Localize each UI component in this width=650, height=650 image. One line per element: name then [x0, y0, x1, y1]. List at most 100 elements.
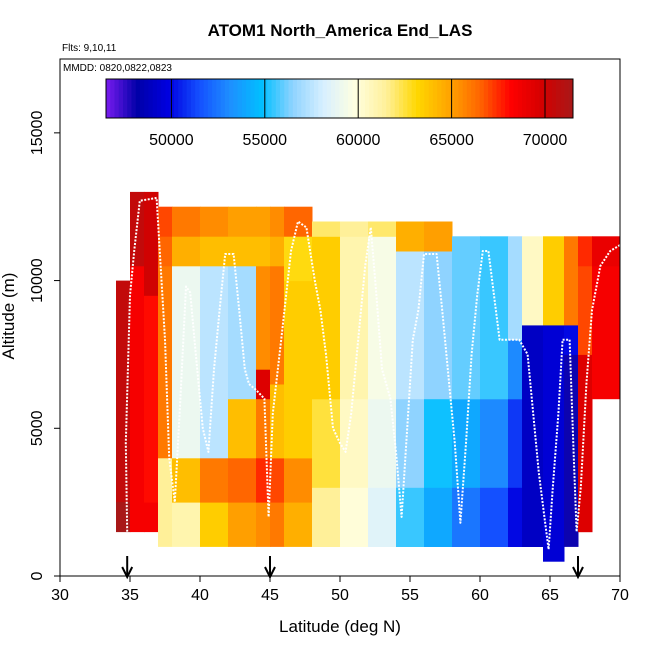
mmdd-label: MMDD: 0820,0822,0823: [63, 63, 172, 74]
colorbar-step-30: [233, 79, 239, 118]
heatmap-cell-0-1: [116, 502, 131, 533]
colorbar-tick-label-1: 55000: [243, 132, 288, 149]
heatmap-cell-14-0: [424, 487, 453, 547]
heatmap-cell-9-0: [284, 502, 313, 547]
heatmap-cell-1-1: [130, 265, 145, 503]
x-tick-label-2: 40: [191, 587, 209, 604]
y-tick-label-3: 15000: [29, 111, 46, 156]
x-axis-label: Latitude (deg N): [279, 617, 401, 636]
heatmap-cell-20-1: [564, 324, 579, 355]
colorbar-step-96: [513, 79, 519, 118]
heatmap-cell-3-2: [158, 236, 173, 267]
colorbar-step-88: [479, 79, 485, 118]
colorbar-step-62: [369, 79, 374, 118]
colorbar-step-39: [271, 79, 277, 118]
colorbar-step-6: [131, 79, 137, 118]
colorbar-step-50: [318, 79, 323, 118]
heatmap-cell-9-3: [284, 236, 313, 282]
colorbar-step-18: [182, 79, 188, 118]
colorbar-step-20: [190, 79, 196, 118]
colorbar-step-46: [301, 79, 306, 118]
y-tick-label-0: 0: [29, 571, 46, 580]
colorbar-step-33: [246, 79, 251, 118]
heatmap-cell-7-3: [256, 369, 271, 400]
colorbar-step-0: [106, 79, 111, 118]
colorbar-step-83: [458, 79, 464, 118]
y-axis-label: Altitude (m): [0, 273, 18, 360]
y-tick-label-2: 10000: [29, 258, 46, 303]
heatmap-cell-13-1: [396, 398, 425, 488]
heatmap-cell-10-2: [312, 236, 341, 400]
colorbar-step-47: [305, 79, 311, 118]
colorbar-frame: [105, 78, 574, 119]
colorbar-step-19: [186, 79, 192, 118]
colorbar-step-5: [127, 79, 132, 118]
colorbar-step-82: [454, 79, 459, 118]
heatmap-cell-3-3: [158, 206, 173, 237]
heatmap-cell-6-6: [228, 206, 257, 237]
colorbar-step-35: [254, 79, 260, 118]
colorbar-step-10: [148, 79, 154, 118]
colorbar-step-71: [407, 79, 413, 118]
x-tick-label-5: 55: [401, 587, 419, 604]
down-arrow-icon-1: [264, 556, 276, 580]
colorbar-step-106: [556, 79, 561, 118]
heatmap-cell-0-0: [116, 280, 131, 503]
heatmap-cell-9-1: [284, 457, 313, 503]
heatmap-cell-5-1: [200, 457, 229, 503]
colorbar-tick-labels: 50000 55000 60000 65000 70000: [149, 132, 567, 149]
heatmap-cell-4-3: [172, 236, 201, 267]
heatmap-cell-1-0: [130, 502, 145, 533]
heatmap-cell-18-0: [522, 324, 544, 547]
colorbar-step-108: [564, 79, 570, 118]
colorbar-step-90: [488, 79, 493, 118]
heatmap-cell-17-2: [508, 339, 523, 400]
heatmap-cell-13-3: [396, 221, 425, 252]
heatmap-cell-14-3: [424, 221, 453, 252]
heatmap-cell-15-2: [452, 236, 481, 400]
colorbar-tick-label-4: 70000: [523, 132, 568, 149]
colorbar-step-94: [505, 79, 510, 118]
colorbar-step-8: [139, 79, 145, 118]
heatmap-cell-6-1: [228, 457, 257, 503]
colorbar-tick-label-3: 65000: [429, 132, 474, 149]
heatmap-cell-7-0: [256, 502, 271, 547]
colorbar-step-74: [420, 79, 425, 118]
colorbar-step-25: [212, 79, 217, 118]
colorbar-step-72: [411, 79, 417, 118]
heatmap-cell-16-1: [480, 398, 509, 488]
heatmap-cell-8-4: [270, 236, 285, 267]
heatmap-cell-16-2: [480, 236, 509, 400]
heatmap-cell-5-0: [200, 502, 229, 547]
colorbar-step-97: [517, 79, 523, 118]
colorbar-step-69: [398, 79, 404, 118]
x-tick-label-4: 50: [331, 587, 349, 604]
colorbar-step-65: [381, 79, 387, 118]
colorbar-step-68: [394, 79, 400, 118]
colorbar-step-15: [169, 79, 175, 118]
colorbar-step-66: [386, 79, 391, 118]
x-axis: 30 35 40 45 50 55 60 65 70: [51, 576, 629, 604]
heatmap-cell-1-2: [130, 191, 145, 267]
heatmap-cell-2-2: [144, 191, 159, 296]
colorbar-step-58: [352, 79, 357, 118]
colorbar-step-107: [560, 79, 565, 118]
heatmap-cell-5-4: [200, 206, 229, 237]
x-tick-label-7: 65: [541, 587, 559, 604]
colorbar-step-76: [428, 79, 434, 118]
heatmap-cell-22-0: [592, 265, 620, 400]
colorbar-step-59: [356, 79, 362, 118]
heatmap-cell-22-1: [592, 236, 620, 267]
heatmap-cell-13-2: [396, 251, 425, 400]
flights-label: Flts: 9,10,11: [62, 43, 117, 54]
colorbar-step-99: [526, 79, 531, 118]
heatmap-cell-17-0: [508, 487, 523, 547]
colorbar-step-109: [568, 79, 574, 118]
colorbar-step-95: [509, 79, 514, 118]
colorbar-step-27: [220, 79, 226, 118]
heatmap-cell-4-4: [172, 206, 201, 237]
colorbar-step-22: [199, 79, 205, 118]
colorbar-step-43: [288, 79, 294, 118]
colorbar-step-86: [471, 79, 476, 118]
